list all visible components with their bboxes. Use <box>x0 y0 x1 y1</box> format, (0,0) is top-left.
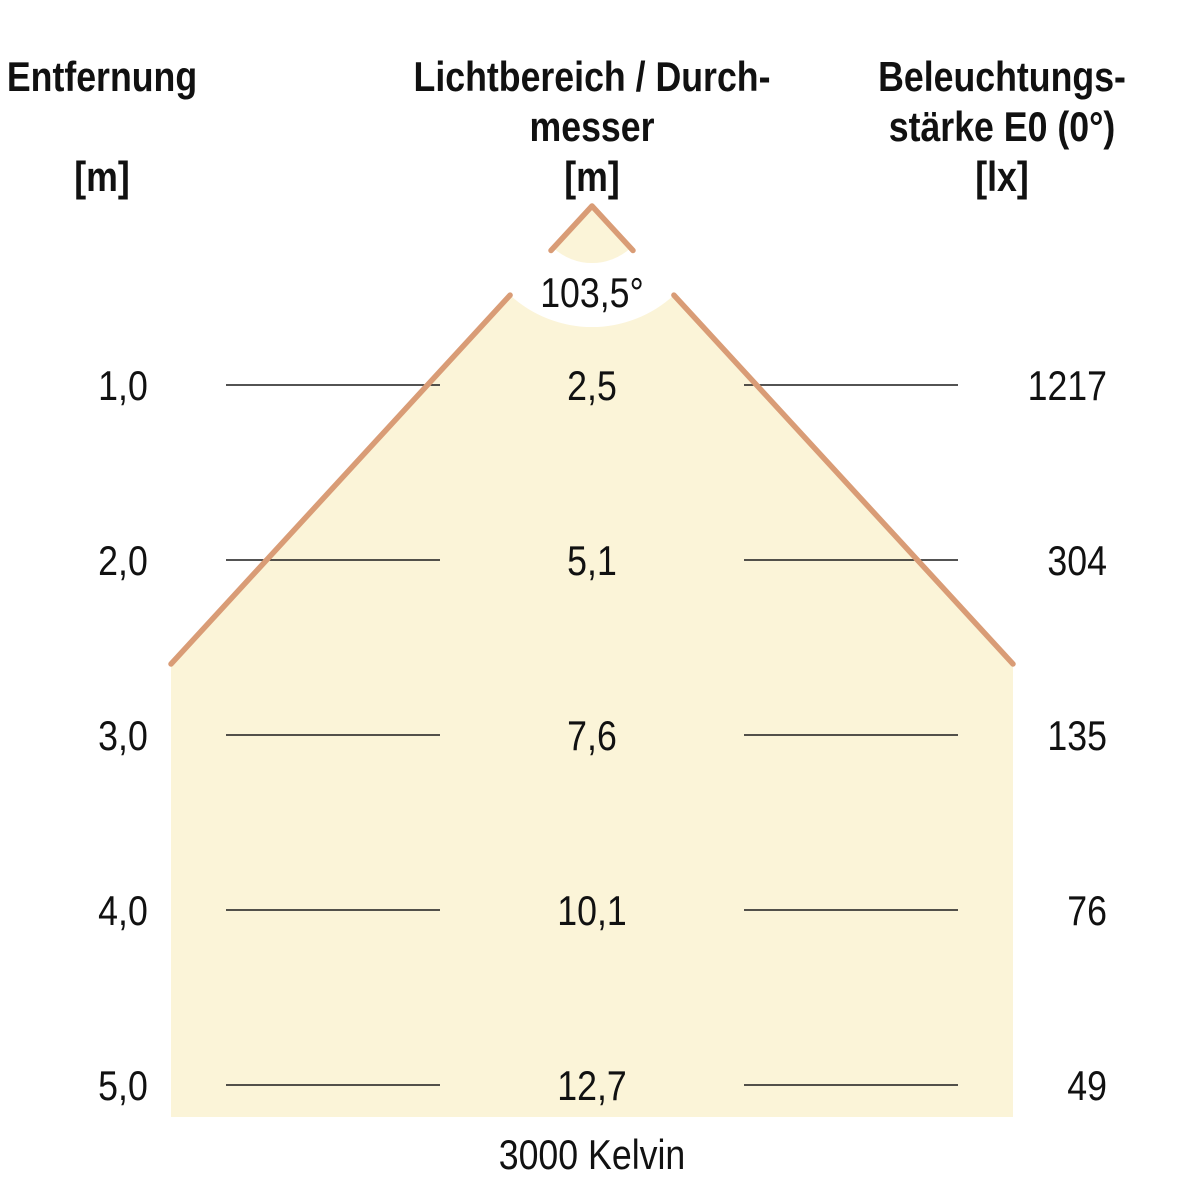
table-row: 4,0 10,1 76 <box>98 888 1107 934</box>
illuminance-value: 76 <box>1067 888 1107 934</box>
distance-value: 4,0 <box>98 888 148 934</box>
apex-wedge-edge <box>548 203 636 254</box>
apex-wedge-fill <box>553 206 631 264</box>
color-temperature-label: 3000 Kelvin <box>499 1132 686 1178</box>
header-distance: Entfernung <box>7 54 197 100</box>
distance-value: 3,0 <box>98 713 148 759</box>
header-illuminance-line2: stärke E0 (0°) <box>889 104 1116 150</box>
header-distance-unit: [m] <box>74 154 130 200</box>
diameter-value: 5,1 <box>567 538 617 584</box>
table-row: 1,0 2,5 1217 <box>98 363 1107 409</box>
diameter-value: 7,6 <box>567 713 617 759</box>
diameter-value: 2,5 <box>567 363 617 409</box>
header-diameter-line2: messer <box>529 104 654 150</box>
illuminance-value: 1217 <box>1028 363 1107 409</box>
diameter-value: 10,1 <box>557 888 626 934</box>
distance-value: 2,0 <box>98 538 148 584</box>
header-diameter-unit: [m] <box>564 154 620 200</box>
table-row: 2,0 5,1 304 <box>98 538 1107 584</box>
table-row: 3,0 7,6 135 <box>98 713 1107 759</box>
illuminance-value: 135 <box>1047 713 1107 759</box>
distance-value: 1,0 <box>98 363 148 409</box>
light-cone-fill <box>171 295 1013 1118</box>
table-row: 5,0 12,7 49 <box>98 1063 1107 1109</box>
cone-edge-left <box>168 292 513 667</box>
illuminance-value: 304 <box>1047 538 1107 584</box>
cone-edge-right <box>671 292 1016 667</box>
header-diameter-line1: Lichtbereich / Durch- <box>414 54 771 100</box>
beam-angle-label: 103,5° <box>540 270 644 316</box>
distance-value: 5,0 <box>98 1063 148 1109</box>
illuminance-value: 49 <box>1067 1063 1107 1109</box>
header-illuminance-line1: Beleuchtungs- <box>878 54 1126 100</box>
header-illuminance-unit: [lx] <box>975 154 1029 200</box>
diameter-value: 12,7 <box>557 1063 626 1109</box>
